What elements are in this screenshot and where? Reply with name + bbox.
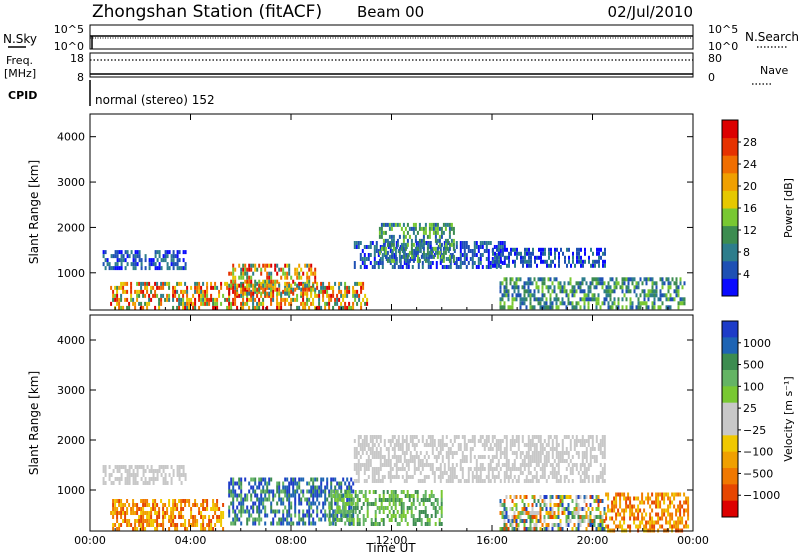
power-colorbar-seg xyxy=(722,120,738,139)
velocity-ytick-label: 1000 xyxy=(57,484,85,497)
velocity-colorbar-tick-label: −1000 xyxy=(743,489,780,502)
power-colorbar-tick-label: 4 xyxy=(743,268,750,281)
cpid-text: normal (stereo) 152 xyxy=(95,93,215,107)
x-axis-label: Time UT xyxy=(365,541,416,554)
velocity-colorbar-seg xyxy=(722,337,738,355)
velocity-colorbar-seg xyxy=(722,370,738,387)
power-colorbar-seg xyxy=(722,155,738,174)
xtick-label: 00:00 xyxy=(677,534,709,547)
velocity-colorbar-tick-label: −25 xyxy=(743,424,766,437)
power-colorbar-seg xyxy=(722,243,738,262)
power-ytick-label: 3000 xyxy=(57,176,85,189)
velocity-region-2 xyxy=(328,490,443,526)
velocity-colorbar-seg xyxy=(722,500,738,518)
velocity-ytick-label: 4000 xyxy=(57,334,85,347)
velocity-region-6 xyxy=(605,492,690,533)
noise-right-label: N.Search xyxy=(745,30,799,44)
velocity-colorbar-tick-label: 100 xyxy=(743,380,764,393)
power-colorbar-seg xyxy=(722,225,738,244)
power-ytick-label: 1000 xyxy=(57,267,85,280)
xtick-label: 16:00 xyxy=(476,534,508,547)
power-colorbar-seg xyxy=(722,208,738,227)
xtick-label: 08:00 xyxy=(275,534,307,547)
nave-label: Nave xyxy=(760,64,788,77)
power-colorbar-tick-label: 16 xyxy=(743,202,757,215)
velocity-region-0 xyxy=(110,499,225,531)
date-label: 02/Jul/2010 xyxy=(608,3,693,21)
power-colorbar-tick-label: 24 xyxy=(743,158,757,171)
noise-right-tick-top: 10^5 xyxy=(708,23,738,36)
velocity-colorbar-seg xyxy=(722,321,738,338)
velocity-colorbar-tick-label: 1000 xyxy=(743,337,771,350)
velocity-colorbar-tick-label: 25 xyxy=(743,402,757,415)
noise-panel-frame xyxy=(89,24,694,50)
velocity-colorbar-seg xyxy=(722,484,738,502)
freq-right-tick-bottom: 0 xyxy=(708,71,715,84)
freq-right-tick-top: 80 xyxy=(708,52,722,65)
velocity-scatter-cells xyxy=(102,435,690,533)
power-region-6 xyxy=(499,277,686,310)
velocity-colorbar-tick-label: −500 xyxy=(743,467,773,480)
freq-left-tick-bottom: 8 xyxy=(77,71,84,84)
freq-traces xyxy=(90,59,693,75)
power-colorbar-seg xyxy=(722,278,738,297)
velocity-region-4 xyxy=(353,435,606,483)
power-colorbar-tick-label: 12 xyxy=(743,224,757,237)
xtick-label: 00:00 xyxy=(74,534,106,547)
freq-panel-frame xyxy=(89,52,694,78)
velocity-ylabel: Slant Range [km] xyxy=(27,371,41,475)
noise-left-tick-bottom: 10^0 xyxy=(54,40,84,53)
power-colorbar-tick-label: 28 xyxy=(743,136,757,149)
power-panel: 1000 2000 3000 4000 Slant Range [km] 4 8 12 16 20… xyxy=(27,113,795,311)
power-scatter-cells xyxy=(102,222,686,310)
power-region-1 xyxy=(228,263,317,296)
velocity-colorbar-seg xyxy=(722,451,738,469)
noise-left-tick-top: 10^5 xyxy=(54,23,84,36)
power-colorbar-seg xyxy=(722,190,738,209)
velocity-colorbar-seg xyxy=(722,419,738,436)
xtick-label: 12:00 xyxy=(376,534,408,547)
power-colorbar-label: Power [dB] xyxy=(782,178,795,238)
power-ytick-label: 2000 xyxy=(57,221,85,234)
xtick-label: 04:00 xyxy=(175,534,207,547)
velocity-colorbar-tick-label: −100 xyxy=(743,446,773,459)
freq-label-line1: Freq. xyxy=(6,54,33,67)
power-colorbar-seg xyxy=(722,260,738,279)
velocity-colorbar-frame xyxy=(721,320,739,518)
noise-traces xyxy=(90,35,693,49)
velocity-colorbar-tick-label: 500 xyxy=(743,359,764,372)
velocity-colorbar-seg xyxy=(722,402,738,420)
power-region-4 xyxy=(378,222,455,263)
power-colorbar-tick-label: 20 xyxy=(743,180,757,193)
xtick-label: 20:00 xyxy=(577,534,609,547)
cpid-label: CPID xyxy=(8,89,37,102)
velocity-panel: 1000 2000 3000 4000 Slant Range [km] 00:00 04:… xyxy=(27,314,795,547)
freq-left-tick-top: 18 xyxy=(70,52,84,65)
power-region-2 xyxy=(102,250,187,271)
power-colorbar-tick-label: 8 xyxy=(743,246,750,259)
velocity-colorbar-label: Velocity [m s⁻¹] xyxy=(782,376,795,461)
velocity-colorbar-seg xyxy=(722,353,738,371)
velocity-colorbar-seg xyxy=(722,468,738,485)
power-region-5 xyxy=(492,247,606,268)
velocity-ytick-label: 2000 xyxy=(57,434,85,447)
velocity-region-5 xyxy=(499,495,606,531)
beam-label: Beam 00 xyxy=(357,3,424,21)
velocity-region-3 xyxy=(102,465,187,485)
noise-right-tick-bottom: 10^0 xyxy=(708,40,738,53)
velocity-colorbar-seg xyxy=(722,435,738,453)
velocity-colorbar-seg xyxy=(722,386,738,404)
velocity-ytick-label: 3000 xyxy=(57,384,85,397)
power-ytick-label: 4000 xyxy=(57,131,85,144)
power-colorbar-seg xyxy=(722,137,738,156)
power-colorbar-seg xyxy=(722,172,738,191)
noise-left-label: N.Sky xyxy=(3,32,37,46)
power-ylabel: Slant Range [km] xyxy=(27,160,41,264)
freq-label-line2: [MHz] xyxy=(4,67,36,80)
station-title: Zhongshan Station (fitACF) xyxy=(92,2,322,22)
